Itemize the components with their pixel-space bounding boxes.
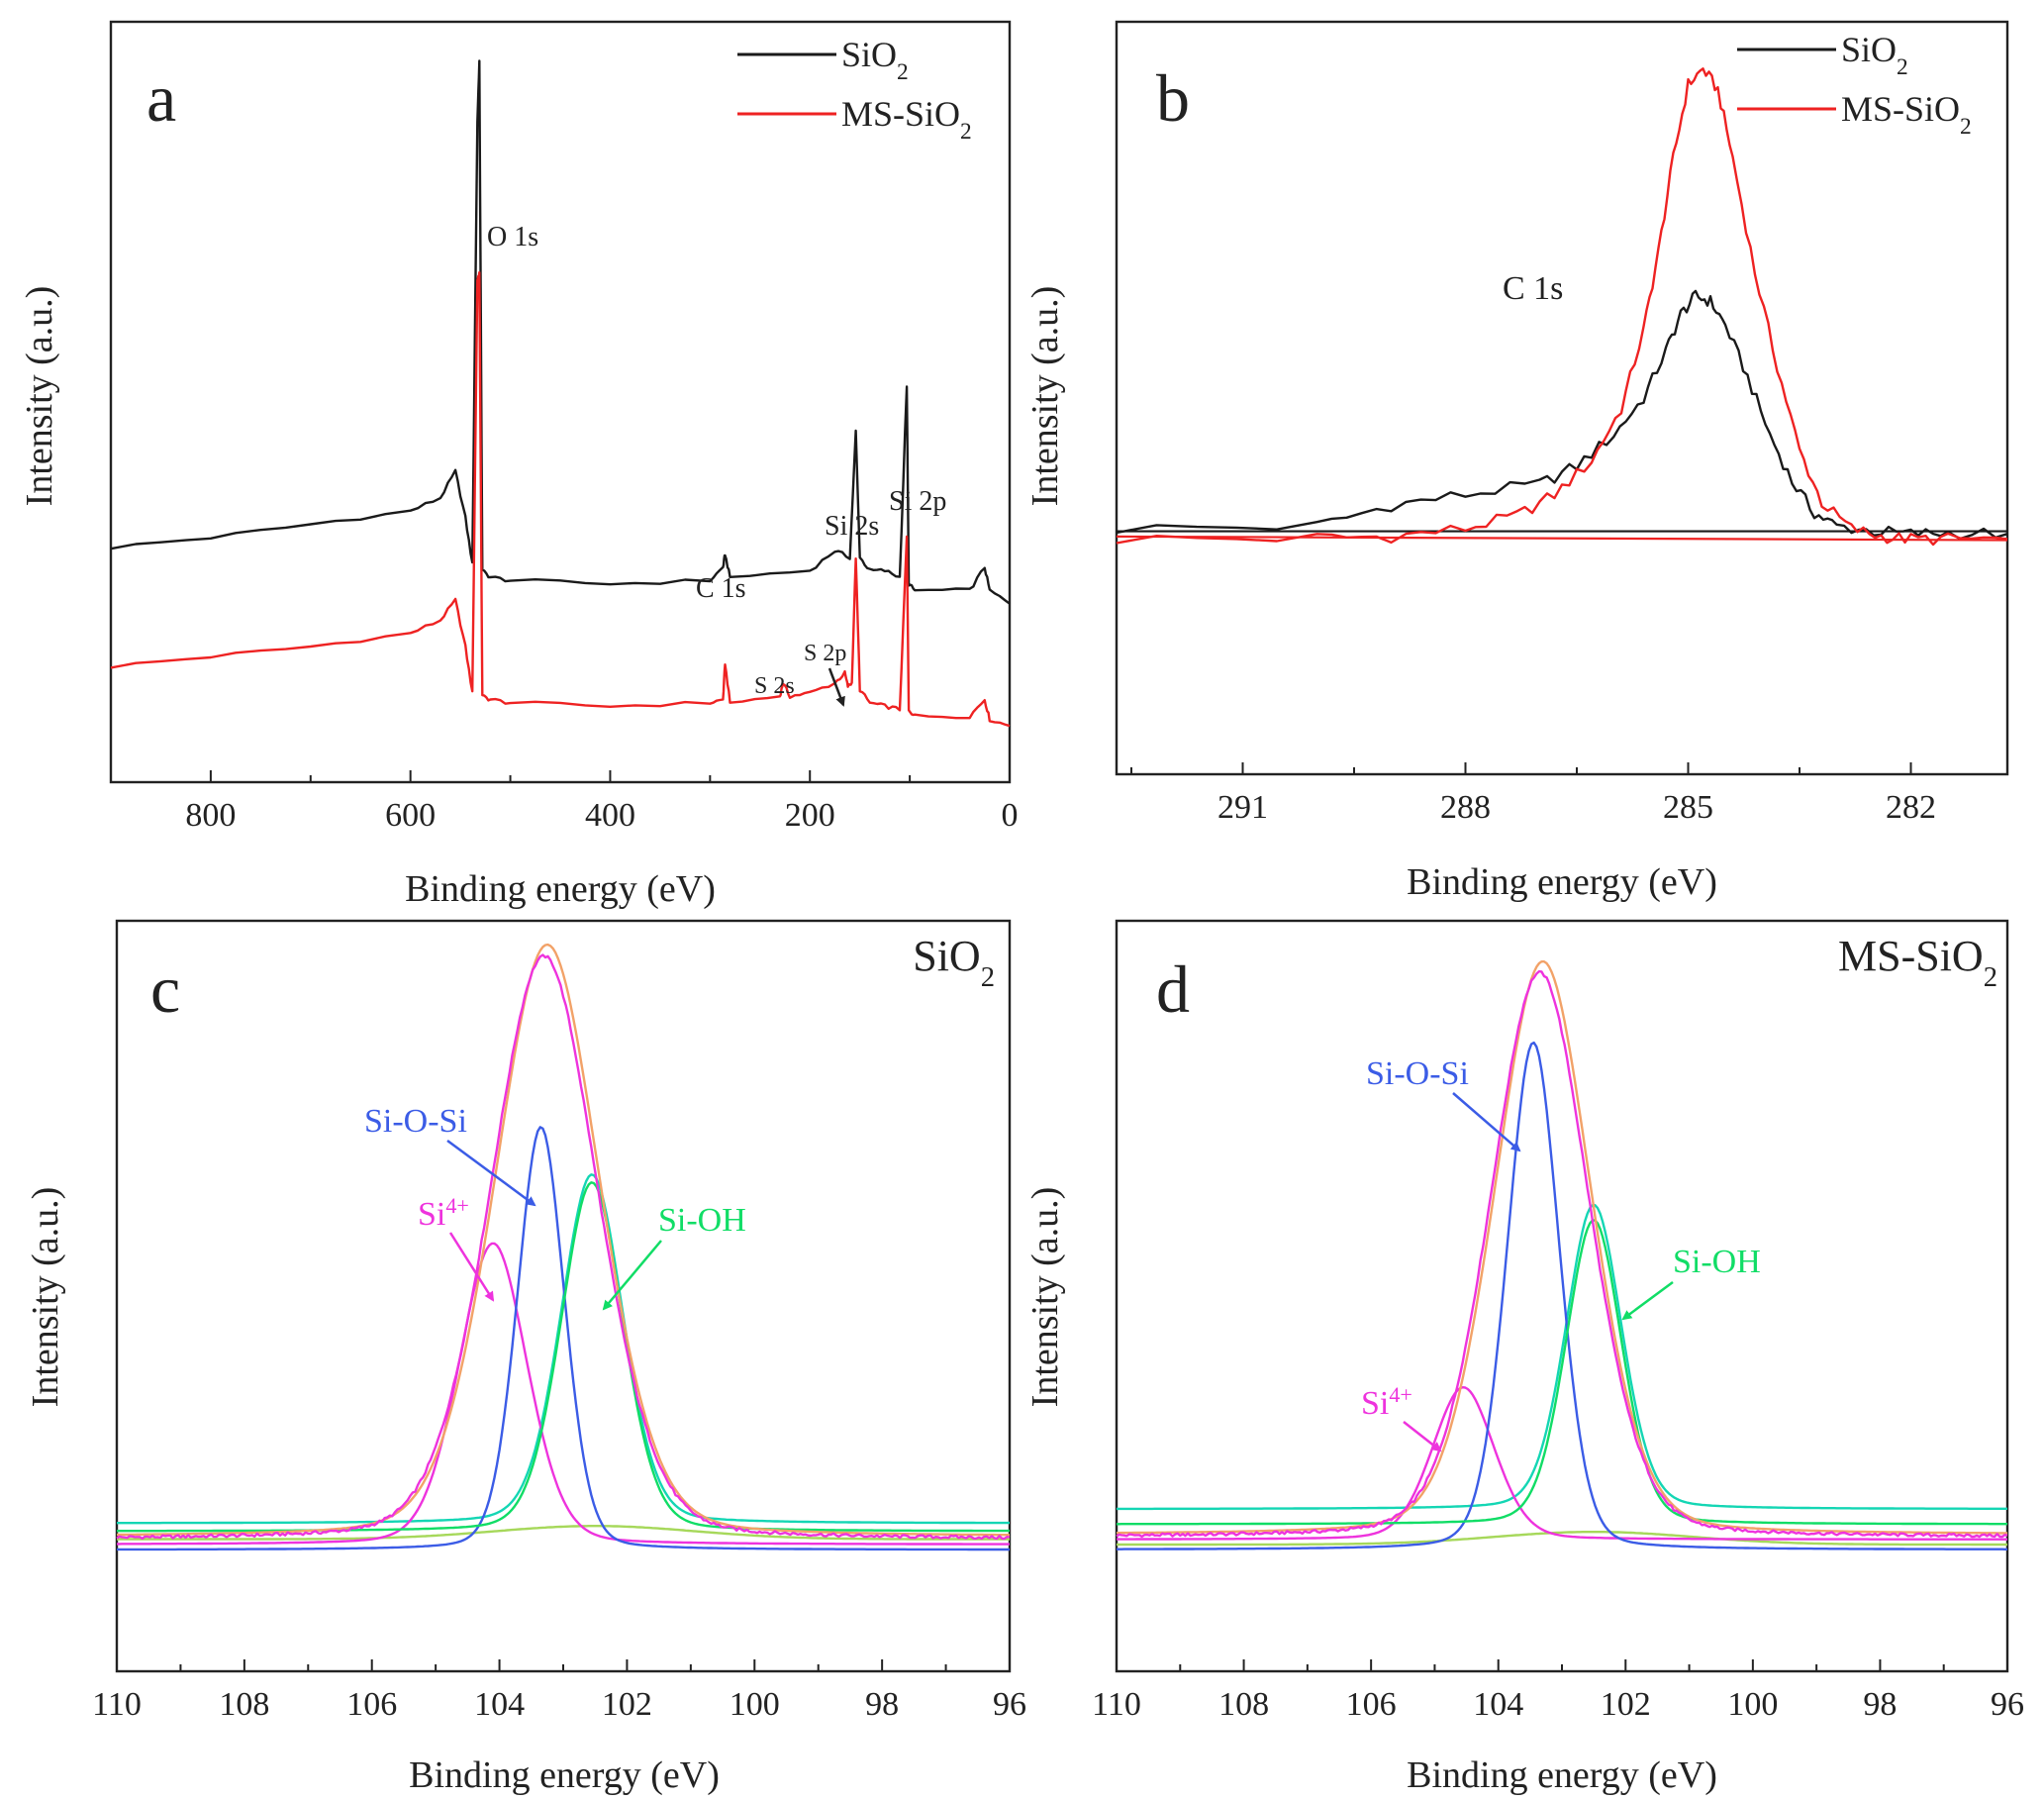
annot-si4-d: Si4+ (1361, 1382, 1412, 1423)
annot-si2p: Si 2p (889, 486, 946, 517)
panel-a-xlabel: Binding energy (eV) (405, 868, 716, 910)
component-si-oh-d (1117, 1219, 2007, 1526)
panel-a-letter: a (146, 60, 176, 136)
component-si4--c (117, 1242, 1010, 1546)
annot-si4-d-arrow (1403, 1421, 1442, 1452)
x-tick-label: 200 (785, 797, 835, 834)
panel-c-series (116, 943, 1011, 1551)
x-tick-label: 106 (346, 1686, 397, 1723)
x-tick-label: 285 (1663, 789, 1713, 826)
x-tick-label: 600 (385, 797, 436, 834)
panel-d: 110 108 106 104 102 100 98 96 d MS-SiO2 Si-O-Si… (1024, 919, 2024, 1796)
panel-d-letter: d (1156, 951, 1190, 1027)
panel-c-xlabel: Binding energy (eV) (409, 1754, 720, 1796)
annot-si2s: Si 2s (825, 511, 879, 542)
panel-d-xticks: 110 108 106 104 102 100 98 96 (1092, 1659, 2024, 1723)
x-tick-label: 282 (1886, 789, 1936, 826)
x-tick-label: 288 (1440, 789, 1491, 826)
annot-siosi-c: Si-O-Si (364, 1103, 467, 1140)
background-fit-d (1117, 1531, 2007, 1547)
panel-a-xticks: 800 600 400 200 0 (110, 770, 1019, 834)
panel-a: 800 600 400 200 0 a SiO2 MS-SiO2 O 1s C 1s S… (19, 20, 1019, 910)
annot-sioh-d: Si-OH (1673, 1244, 1761, 1280)
x-tick-label: 0 (1002, 797, 1019, 834)
panel-b-series (1116, 67, 2008, 547)
annot-s2p-arrow (827, 667, 845, 707)
panel-b-letter: b (1156, 60, 1190, 136)
annot-s2s: S 2s (754, 673, 795, 699)
x-tick-label: 108 (1218, 1686, 1269, 1723)
annot-siosi-d-arrow (1452, 1092, 1521, 1152)
panel-b-xlabel: Binding energy (eV) (1407, 861, 1717, 903)
panel-c-letter: c (150, 951, 180, 1027)
x-tick-label: 106 (1346, 1686, 1397, 1723)
component-si4--d (1117, 1386, 2007, 1541)
fit-curve-teal-c (117, 1173, 1010, 1525)
annot-o1s: O 1s (487, 222, 538, 252)
x-tick-label: 98 (1863, 1686, 1897, 1723)
panel-d-xlabel: Binding energy (eV) (1407, 1754, 1717, 1796)
legend-label-mssio2-b: MS-SiO2 (1841, 89, 1972, 140)
annot-s2p: S 2p (804, 641, 846, 666)
component-si-o-si-c (117, 1126, 1010, 1551)
series-line-ms-sio2-a (110, 271, 1011, 728)
panel-c-xticks: 110 108 106 104 102 100 98 96 (92, 1659, 1026, 1723)
series-line-ms-sio2-b (1116, 67, 2008, 547)
measured-curve-d (1116, 969, 2008, 1539)
annot-c1s-a: C 1s (696, 573, 746, 604)
envelope-curve-c (117, 943, 1011, 1537)
panel-b-legend: SiO2 MS-SiO2 (1737, 30, 1972, 140)
panel-b-ylabel: Intensity (a.u.) (1024, 286, 1066, 507)
panel-a-legend: SiO2 MS-SiO2 (737, 35, 972, 145)
annot-c1s-b: C 1s (1503, 270, 1563, 307)
annot-sioh-d-arrow (1621, 1280, 1674, 1321)
x-tick-label: 291 (1217, 789, 1268, 826)
x-tick-label: 104 (474, 1686, 525, 1723)
envelope-curve-d (1117, 960, 2007, 1535)
panel-d-series (1116, 960, 2008, 1551)
x-tick-label: 98 (865, 1686, 899, 1723)
legend-label-sio2-a: SiO2 (841, 35, 909, 85)
panel-a-frame (109, 20, 1012, 784)
x-tick-label: 96 (1991, 1686, 2024, 1723)
background-fit-c (117, 1525, 1010, 1541)
component-si-oh-c (117, 1181, 1010, 1533)
panel-d-ylabel: Intensity (a.u.) (1024, 1187, 1066, 1408)
x-tick-label: 110 (1092, 1686, 1141, 1723)
series-line-sio2-a (110, 59, 1011, 605)
x-tick-label: 102 (1601, 1686, 1651, 1723)
x-tick-label: 800 (185, 797, 236, 834)
series-line-sio2-b (1116, 289, 2008, 541)
x-tick-label: 102 (602, 1686, 652, 1723)
x-tick-label: 100 (730, 1686, 780, 1723)
x-tick-label: 400 (585, 797, 635, 834)
annot-si4-c: Si4+ (418, 1193, 469, 1234)
annot-sioh-c-arrow (602, 1240, 662, 1311)
x-tick-label: 108 (219, 1686, 269, 1723)
x-tick-label: 100 (1727, 1686, 1778, 1723)
x-tick-label: 104 (1473, 1686, 1523, 1723)
legend-label-mssio2-a: MS-SiO2 (841, 94, 972, 145)
panel-c-title: SiO2 (913, 932, 995, 993)
panel-a-ylabel: Intensity (a.u.) (19, 286, 60, 507)
annot-siosi-c-arrow (446, 1139, 536, 1207)
measured-curve-c (116, 953, 1011, 1541)
annot-siosi-d: Si-O-Si (1366, 1055, 1469, 1092)
baseline-ms-sio2-b (1116, 535, 2008, 542)
panel-c-ylabel: Intensity (a.u.) (25, 1187, 66, 1408)
panel-b: 291 288 285 282 b SiO2 MS-SiO2 C 1s Binding… (1024, 20, 2009, 903)
annot-sioh-c: Si-OH (658, 1202, 746, 1239)
component-si-o-si-d (1117, 1041, 2007, 1551)
x-tick-label: 110 (92, 1686, 142, 1723)
legend-label-sio2-b: SiO2 (1841, 30, 1908, 80)
panel-b-frame (1115, 20, 2009, 776)
panel-c: 110 108 106 104 102 100 98 96 c SiO2 Si-O-Si Si… (25, 919, 1026, 1796)
panel-d-title: MS-SiO2 (1838, 932, 1997, 993)
x-tick-label: 96 (993, 1686, 1026, 1723)
panel-b-xticks: 291 288 285 282 (1130, 762, 1936, 826)
annot-si4-c-arrow (448, 1232, 495, 1302)
fit-curve-teal-d (1117, 1204, 2007, 1511)
panel-a-series (110, 59, 1011, 728)
